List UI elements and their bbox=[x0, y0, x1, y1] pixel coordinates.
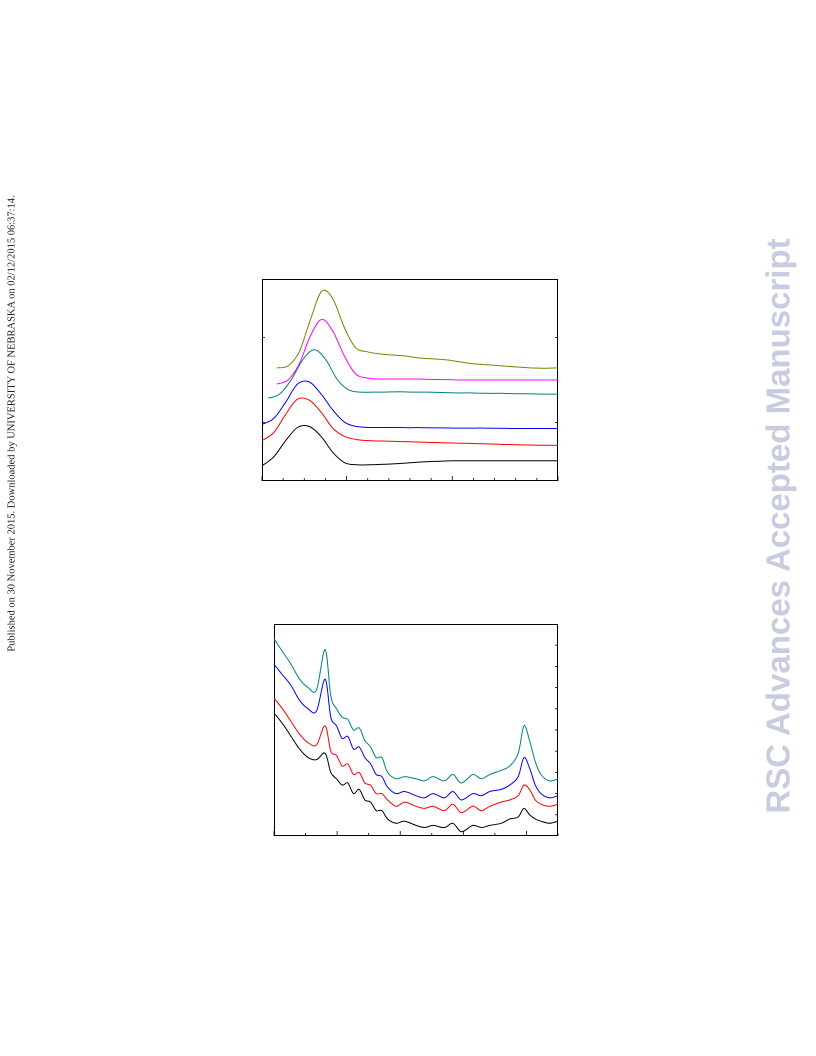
plot-frame bbox=[274, 624, 558, 836]
chart-top bbox=[261, 279, 559, 481]
series-line-1 bbox=[261, 397, 559, 446]
watermark-text: RSC Advances Accepted Manuscript bbox=[760, 238, 797, 814]
series-line-2 bbox=[273, 663, 559, 801]
series-line-3 bbox=[267, 349, 559, 399]
series-line-5 bbox=[276, 289, 559, 369]
series-line-4 bbox=[276, 318, 558, 385]
accepted-manuscript-watermark: RSC Advances Accepted Manuscript bbox=[750, 238, 808, 813]
publication-note-text: Published on 30 November 2015. Downloade… bbox=[6, 194, 18, 652]
chart-bottom bbox=[273, 624, 559, 836]
series-line-3 bbox=[273, 638, 559, 784]
series-line-0 bbox=[261, 424, 558, 467]
publication-note: Published on 30 November 2015. Downloade… bbox=[6, 188, 18, 658]
series-line-1 bbox=[273, 697, 559, 814]
series-line-2 bbox=[261, 380, 558, 429]
series-line-0 bbox=[273, 712, 559, 833]
